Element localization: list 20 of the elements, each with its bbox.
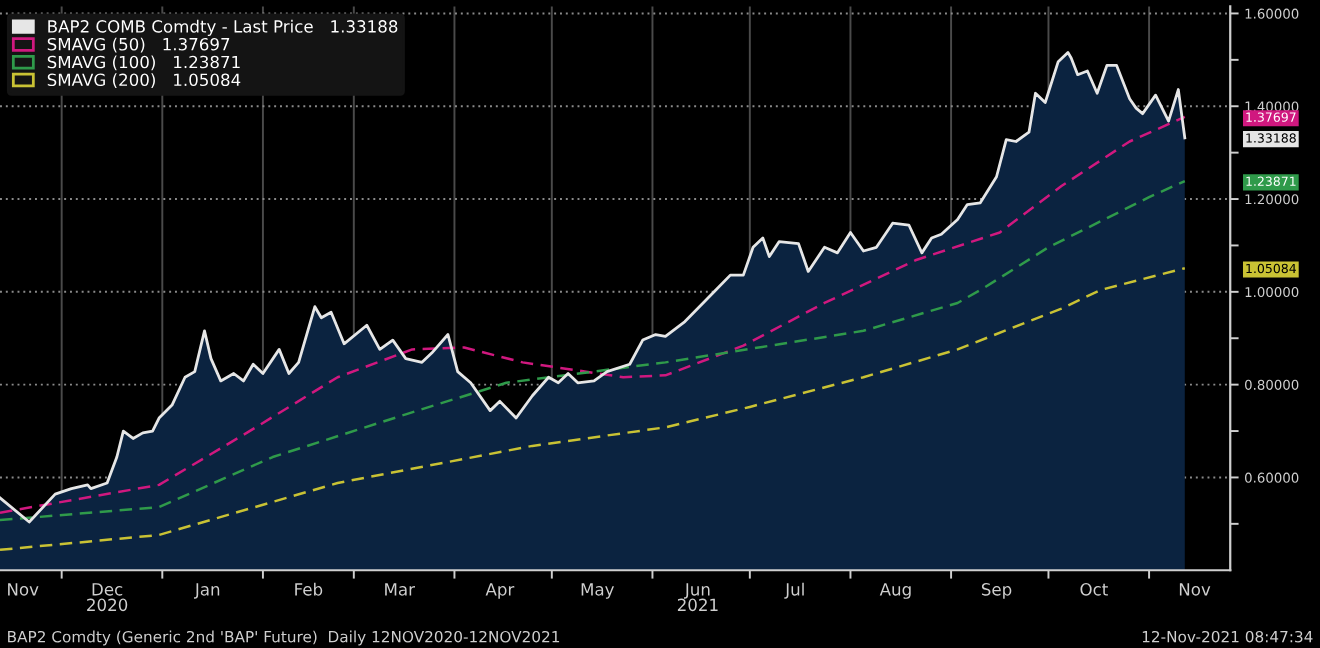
legend-label: SMAVG (50) 1.37697 <box>47 37 230 53</box>
line-series <box>0 267 1187 552</box>
x-tick-label: Oct <box>1080 583 1108 596</box>
legend-label: SMAVG (100) 1.23871 <box>47 55 240 71</box>
line-series <box>0 115 1187 514</box>
x-tick-label: Jan <box>194 583 220 599</box>
x-tick-label: Apr <box>485 583 515 599</box>
x-tick-label: Jul <box>784 582 804 599</box>
x-tick-label: Feb <box>295 582 323 596</box>
legend-label: BAP2 COMB Comdty - Last Price 1.33188 <box>48 19 398 36</box>
x-tick-label: Mar <box>385 583 415 596</box>
x-tick-label: Dec 2020 <box>87 583 128 612</box>
x-tick-label: Jun 2021 <box>677 583 718 612</box>
legend-label: SMAVG (200) 1.05084 <box>47 73 241 89</box>
x-tick-label: Nov <box>8 583 39 596</box>
x-tick-label: Sep <box>981 583 1012 599</box>
x-tick-label: May <box>581 583 614 599</box>
x-tick-label: Aug <box>879 583 911 599</box>
line-series <box>0 179 1187 522</box>
x-tick-label: Nov <box>1179 583 1211 596</box>
